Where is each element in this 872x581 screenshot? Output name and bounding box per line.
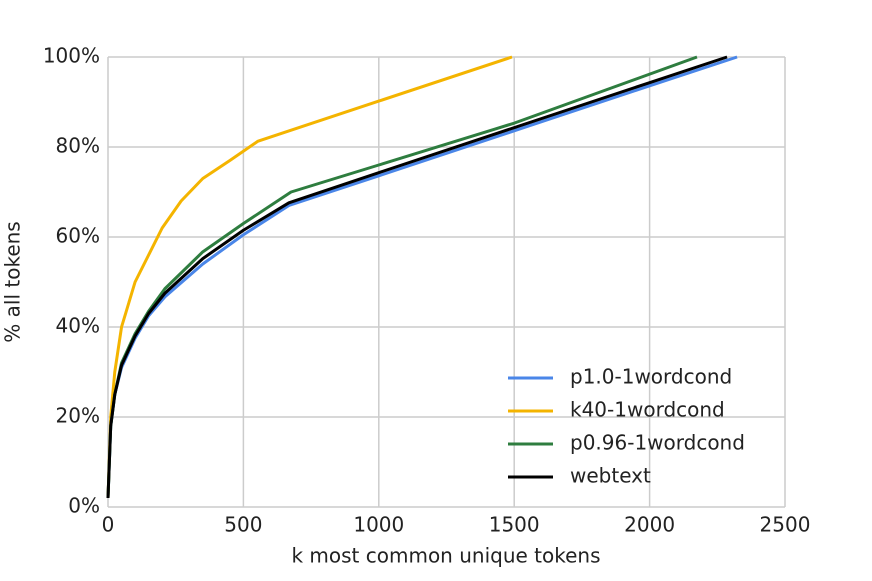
data-line [106,55,728,499]
y-tick-label: 20% [56,404,100,428]
y-tick-label: 60% [56,224,100,248]
x-tick-label: 2500 [760,513,811,537]
y-axis-label: % all tokens [1,221,25,342]
x-tick-label: 500 [224,513,262,537]
x-tick-label: 0 [102,513,115,537]
y-tick-label: 40% [56,314,100,338]
x-axis-label: k most common unique tokens [291,544,600,568]
legend-label: webtext [570,464,651,488]
legend-label: p1.0-1wordcond [570,365,732,389]
data-line [106,55,513,499]
legend-label: p0.96-1wordcond [570,431,745,455]
x-tick-label: 1500 [489,513,540,537]
x-tick-label: 1000 [353,513,404,537]
y-tick-label: 100% [43,44,100,68]
legend-label: k40-1wordcond [570,398,725,422]
y-tick-label: 80% [56,134,100,158]
x-tick-label: 2000 [624,513,675,537]
y-tick-label: 0% [68,494,100,518]
